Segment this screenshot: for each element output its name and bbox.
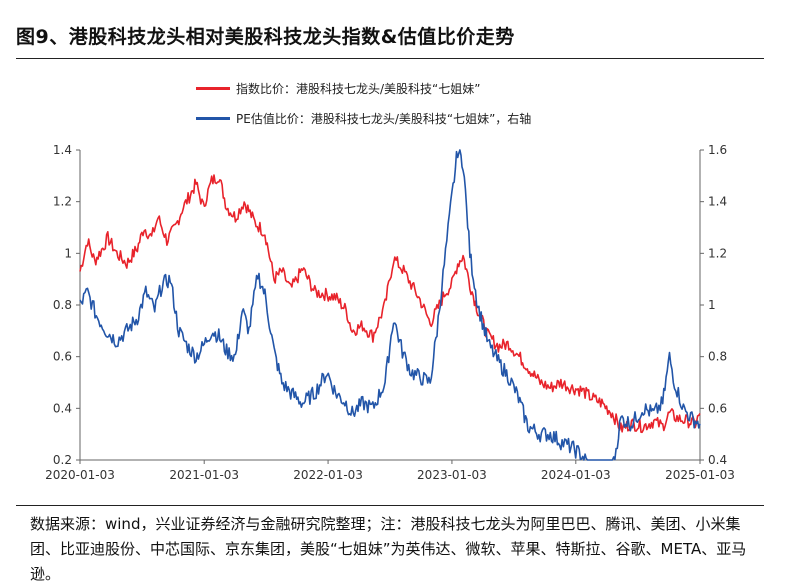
x-tick-label: 2021-01-03 [169, 468, 239, 482]
y-left-tick-label: 1 [64, 246, 72, 260]
y-left-tick-label: 0.2 [53, 453, 72, 467]
chart-lines [79, 149, 701, 461]
y-left-tick-label: 0.6 [53, 350, 72, 364]
legend-swatch-blue [196, 117, 230, 120]
footer-rule [16, 505, 764, 506]
y-right-tick-label: 1.6 [708, 143, 727, 157]
y-left-tick-label: 0.4 [53, 401, 72, 415]
legend-item-pe-ratio: PE估值比价：港股科技七龙头/美股科技“七姐妹”，右轴 [196, 110, 531, 127]
chart-title: 图9、港股科技龙头相对美股科技龙头指数&估值比价走势 [16, 26, 515, 48]
x-tick-label: 2024-01-03 [541, 468, 611, 482]
y-right-tick-label: 0.8 [708, 350, 727, 364]
series-line-index-ratio [79, 174, 701, 434]
legend-label-pe-ratio: PE估值比价：港股科技七龙头/美股科技“七姐妹”，右轴 [236, 112, 532, 126]
y-right-tick-label: 1.4 [708, 195, 727, 209]
x-tick-label: 2023-01-03 [417, 468, 487, 482]
title-rule [16, 58, 764, 59]
legend-swatch-red [196, 87, 230, 90]
source-note: 数据来源：wind，兴业证券经济与金融研究院整理；注：港股科技七龙头为阿里巴巴、… [30, 515, 747, 583]
x-tick-label: 2020-01-03 [45, 468, 115, 482]
y-left-tick-label: 0.8 [53, 298, 72, 312]
chart-axes: 0.2 0.4 0.6 0.8 1 1.2 1.4 0.4 0.6 0.8 1 1.2 1.4 1.6 20… [45, 143, 735, 482]
legend-label-index-ratio: 指数比价：港股科技七龙头/美股科技“七姐妹” [236, 82, 481, 96]
y-right-tick-label: 1.2 [708, 246, 727, 260]
line-chart: 0.2 0.4 0.6 0.8 1 1.2 1.4 0.4 0.6 0.8 1 1.2 1.4 1.6 20… [45, 143, 735, 482]
legend-item-index-ratio: 指数比价：港股科技七龙头/美股科技“七姐妹” [196, 80, 480, 97]
y-left-tick-label: 1.2 [53, 195, 72, 209]
series-line-pe-ratio [79, 149, 701, 461]
x-tick-label: 2022-01-03 [293, 468, 363, 482]
x-tick-label: 2025-01-03 [665, 468, 735, 482]
y-right-tick-label: 0.6 [708, 401, 727, 415]
y-right-tick-label: 0.4 [708, 453, 727, 467]
y-left-tick-label: 1.4 [53, 143, 72, 157]
y-right-tick-label: 1 [708, 298, 716, 312]
